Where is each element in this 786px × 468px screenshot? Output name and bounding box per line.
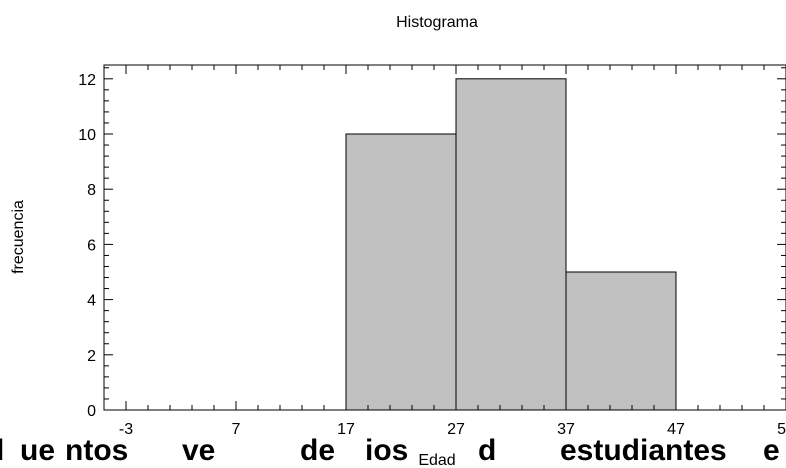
caption-fragment: ntos xyxy=(65,434,129,467)
y-tick-label: 6 xyxy=(87,237,96,254)
x-tick-label: 57 xyxy=(777,421,786,438)
x-tick-label: 37 xyxy=(557,421,575,438)
caption-fragment: l xyxy=(0,434,5,467)
caption-fragment: ve xyxy=(182,434,216,467)
plot-area: -3 7 17 27 37 47 57 0 2 4 6 8 10 12 xyxy=(78,64,786,438)
y-tick-label: 4 xyxy=(87,293,96,310)
x-tick-label: 7 xyxy=(232,421,241,438)
caption-fragment: d xyxy=(478,434,497,467)
y-tick-label: 8 xyxy=(87,182,96,199)
y-axis-label: frecuencia xyxy=(10,200,27,274)
caption-fragment: e xyxy=(763,434,780,467)
caption-fragment: de xyxy=(300,434,336,467)
chart-title: Histograma xyxy=(396,14,478,31)
histogram-bar xyxy=(455,78,567,411)
caption-fragment: estudiantes xyxy=(560,434,727,467)
caption-fragment: ue xyxy=(20,434,56,467)
x-axis-label: Edad xyxy=(418,452,455,468)
x-tick-label: 27 xyxy=(447,421,465,438)
bottom-caption: l ue ntos ve de ios d estudiantes e xyxy=(0,434,786,468)
histogram-bar xyxy=(565,271,677,411)
x-tick-label: -3 xyxy=(119,421,133,438)
y-tick-label: 10 xyxy=(78,127,96,144)
x-tick-label: 47 xyxy=(667,421,685,438)
y-tick-label: 2 xyxy=(87,348,96,365)
histogram-bar xyxy=(345,133,457,411)
y-tick-label: 0 xyxy=(87,403,96,420)
x-tick-label: 17 xyxy=(337,421,355,438)
y-tick-label: 12 xyxy=(78,72,96,89)
caption-fragment: ios xyxy=(365,434,409,467)
